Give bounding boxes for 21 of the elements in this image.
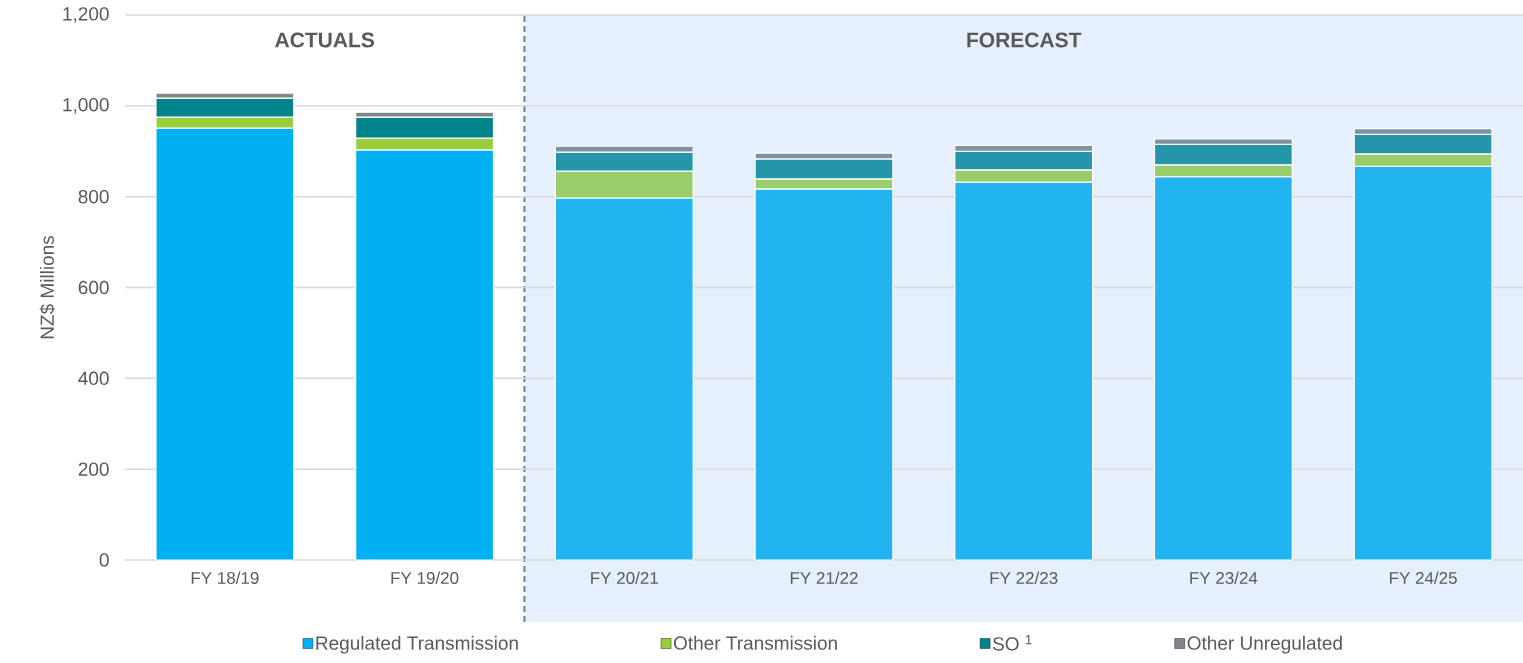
x-tick-label: FY 24/25 (1390, 571, 1457, 585)
legend-label: Other Transmission (673, 635, 837, 650)
y-tick-label: 800 (78, 189, 109, 204)
annotation: ACTUALS (275, 32, 375, 48)
y-tick-label: 0 (99, 553, 109, 567)
y-tick-label: 200 (78, 462, 109, 476)
x-tick-label: FY 19/20 (391, 571, 459, 585)
y-axis-title: NZ$ Millions (39, 235, 56, 339)
legend-label: Other Unregulated (1187, 635, 1342, 654)
legend-label: SO $^{1}$ (992, 635, 1032, 651)
x-tick-label: FY 21/22 (790, 571, 858, 585)
y-tick-label: 1,200 (63, 7, 109, 23)
x-tick-label: FY 20/21 (591, 571, 658, 585)
y-tick-label: 400 (78, 371, 109, 386)
legend-label: Regulated Transmission (316, 635, 518, 654)
band-label: FORECAST (967, 32, 1082, 48)
y-tick-label: 1,000 (63, 97, 109, 114)
x-tick-label: FY 22/23 (990, 571, 1058, 585)
x-tick-label: FY 18/19 (191, 571, 259, 585)
y-tick-label: 600 (78, 280, 109, 295)
x-tick-label: FY 23/24 (1190, 571, 1258, 585)
